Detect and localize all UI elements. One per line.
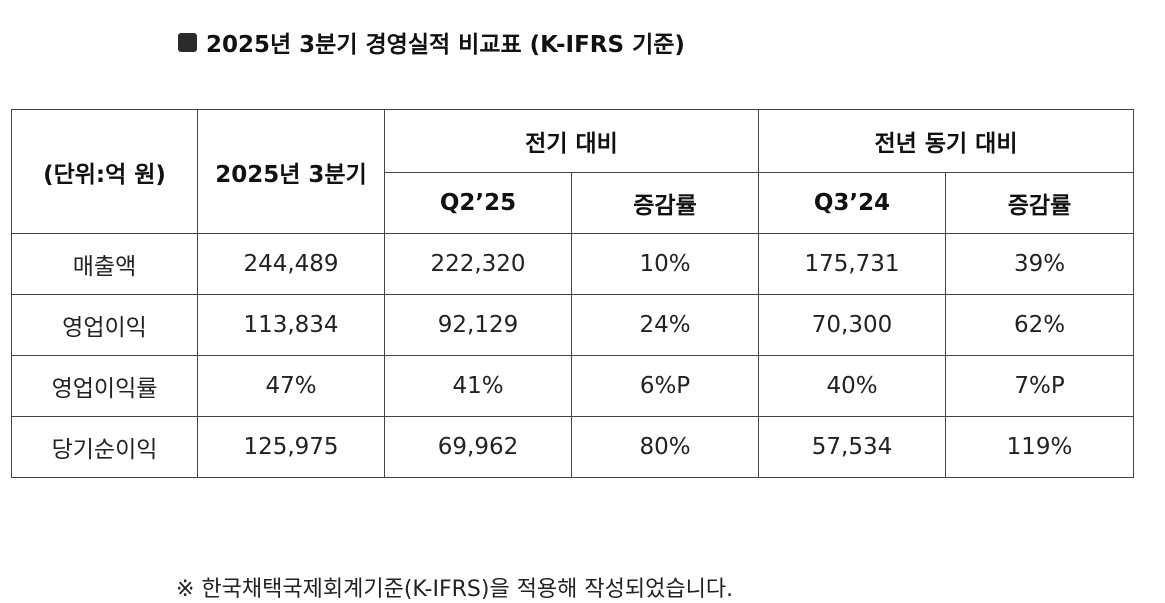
prev-year-group-header: 전년 동기 대비 xyxy=(757,109,1135,173)
q2-25-header: Q2’25 xyxy=(384,172,572,234)
square-bullet-icon xyxy=(178,32,197,52)
q2-25-value: 92,129 xyxy=(384,294,572,356)
footnote: ※ 한국채택국제회계기준(K-IFRS)을 적용해 작성되었습니다. xyxy=(176,577,734,602)
yoy-rate-value: 62% xyxy=(944,294,1135,356)
prev-quarter-group-header: 전기 대비 xyxy=(384,109,759,173)
row-label: 당기순이익 xyxy=(11,416,198,478)
yoy-rate-header: 증감률 xyxy=(944,172,1135,234)
current-value: 113,834 xyxy=(197,294,385,356)
q2-25-value: 41% xyxy=(384,355,572,417)
table-header: (단위:억 원) 2025년 3분기 전기 대비 전년 동기 대비 Q2’25 … xyxy=(11,109,1135,234)
table-row: 영업이익 113,834 92,129 24% 70,300 62% xyxy=(11,294,1135,356)
current-quarter-header: 2025년 3분기 xyxy=(197,109,385,234)
yoy-rate-value: 119% xyxy=(944,416,1135,478)
current-value: 244,489 xyxy=(197,233,385,295)
yoy-rate-value: 39% xyxy=(944,233,1135,295)
table-row: 당기순이익 125,975 69,962 80% 57,534 119% xyxy=(11,416,1135,478)
qoq-rate-value: 10% xyxy=(571,233,759,295)
q2-25-value: 69,962 xyxy=(384,416,572,478)
row-label: 매출액 xyxy=(11,233,198,295)
q3-24-value: 175,731 xyxy=(758,233,946,295)
row-label: 영업이익률 xyxy=(11,355,198,417)
q3-24-header: Q3’24 xyxy=(758,172,946,234)
q3-24-value: 57,534 xyxy=(758,416,946,478)
q3-24-value: 70,300 xyxy=(758,294,946,356)
q3-24-value: 40% xyxy=(758,355,946,417)
table-row: 영업이익률 47% 41% 6%P 40% 7%P xyxy=(11,355,1135,417)
results-table: (단위:억 원) 2025년 3분기 전기 대비 전년 동기 대비 Q2’25 … xyxy=(11,109,1135,478)
page-title-text: 2025년 3분기 경영실적 비교표 (K-IFRS 기준) xyxy=(206,32,685,58)
qoq-rate-value: 6%P xyxy=(571,355,759,417)
qoq-rate-value: 24% xyxy=(571,294,759,356)
qoq-rate-header: 증감률 xyxy=(571,172,759,234)
table-body: 매출액 244,489 222,320 10% 175,731 39% 영업이익… xyxy=(11,233,1135,478)
yoy-rate-value: 7%P xyxy=(944,355,1135,417)
current-value: 47% xyxy=(197,355,385,417)
table-row: 매출액 244,489 222,320 10% 175,731 39% xyxy=(11,233,1135,295)
page-title: 2025년 3분기 경영실적 비교표 (K-IFRS 기준) xyxy=(178,27,685,58)
row-label: 영업이익 xyxy=(11,294,198,356)
header-row-top: (단위:억 원) 2025년 3분기 전기 대비 전년 동기 대비 xyxy=(11,109,1135,234)
qoq-rate-value: 80% xyxy=(571,416,759,478)
q2-25-value: 222,320 xyxy=(384,233,572,295)
unit-header: (단위:억 원) xyxy=(11,109,198,234)
current-value: 125,975 xyxy=(197,416,385,478)
